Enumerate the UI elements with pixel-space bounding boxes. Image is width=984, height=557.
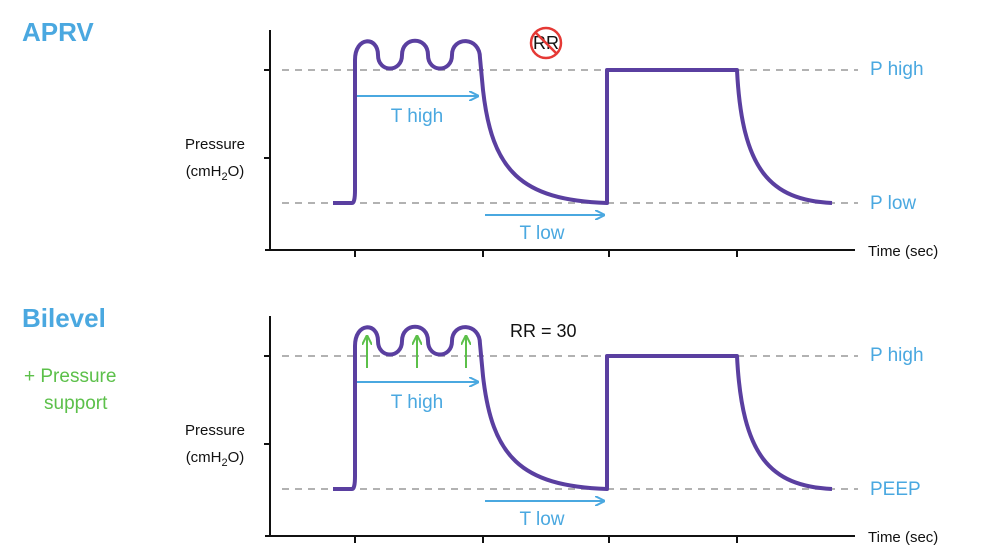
y-unit: (cmH2O): [186, 449, 245, 469]
panel: APRV Pressure (cmH2O) Time (sec) P high P low…: [22, 17, 938, 260]
y-unit: (cmH2O): [186, 163, 245, 183]
panel-title: APRV: [22, 17, 94, 47]
subtitle: + Pressure: [24, 366, 116, 387]
y-label: Pressure: [185, 136, 245, 153]
time-label: T high: [391, 392, 443, 413]
level-label: P low: [870, 193, 916, 214]
subtitle: support: [44, 393, 108, 414]
y-label: Pressure: [185, 422, 245, 439]
time-label: T low: [519, 223, 564, 244]
level-label: P high: [870, 59, 924, 80]
unit-sub: 2: [222, 171, 228, 183]
level-label: P high: [870, 345, 924, 366]
time-label: T low: [519, 509, 564, 530]
x-label: Time (sec): [868, 529, 938, 546]
panel-title: Bilevel: [22, 303, 106, 333]
x-label: Time (sec): [868, 243, 938, 260]
unit-part: O): [228, 163, 245, 180]
pressure-waveform: [333, 324, 833, 491]
unit-part: (cmH: [186, 163, 222, 180]
level-label: PEEP: [870, 479, 921, 500]
unit-part: O): [228, 449, 245, 466]
unit-part: (cmH: [186, 449, 222, 466]
panel: Bilevel + Pressure support Pressure (cmH2O) T…: [22, 303, 938, 546]
no-symbol: [529, 26, 563, 60]
unit-sub: 2: [222, 457, 228, 469]
time-label: T high: [391, 106, 443, 127]
no-symbol-slash: [534, 31, 558, 55]
rate-note: RR = 30: [510, 321, 577, 341]
pressure-waveform: [333, 38, 833, 205]
